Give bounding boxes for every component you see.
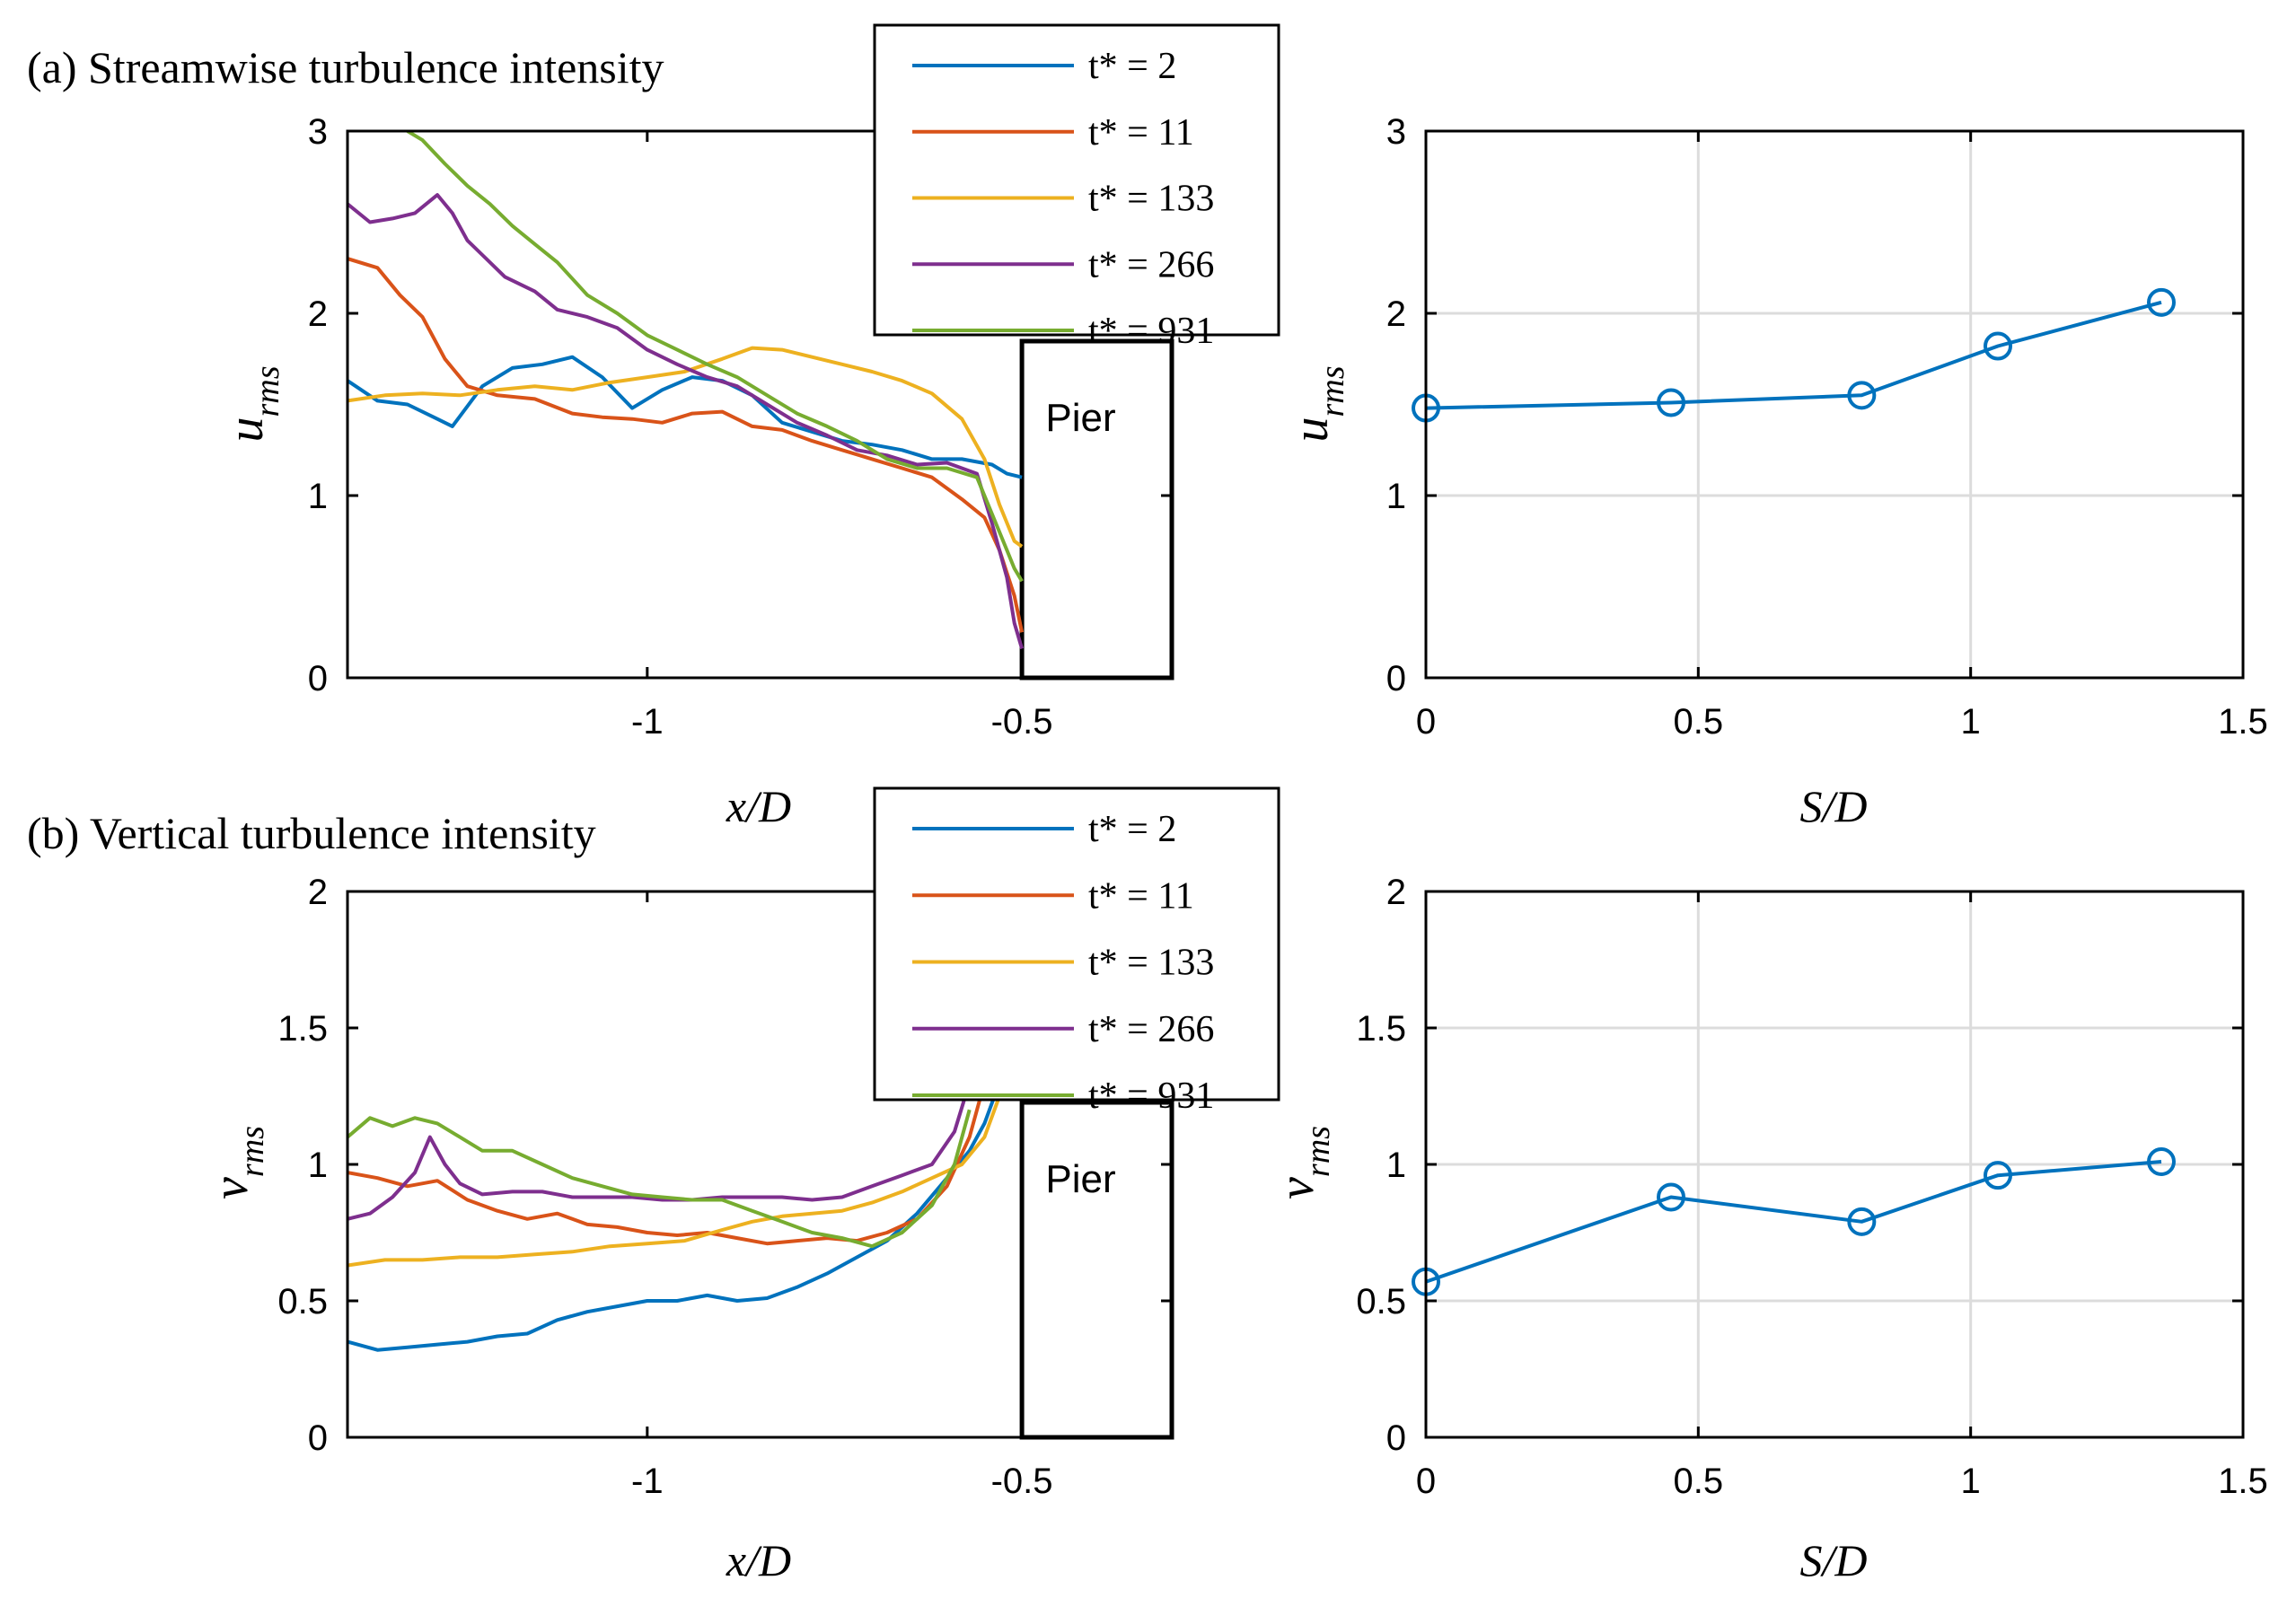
legend-label: t* = 11 [1088,112,1194,154]
y-tick-label: 3 [1386,112,1406,152]
y-axis-label: urms [218,365,286,442]
chart-a-right: 0 0.5 1 1.5 0 1 2 3 S/D urms [1283,112,2268,831]
series-line-0 [1426,1160,2162,1284]
x-tick-label: -1 [631,1462,664,1501]
series-line-0 [347,1082,1001,1352]
data-point [1984,1161,2012,1190]
y-tick-label: 0 [308,1418,328,1458]
data-point [2147,1146,2176,1176]
x-tick-label: 0 [1416,702,1436,742]
y-tick-label: 1.5 [1356,1009,1406,1049]
x-tick-label: 0.5 [1674,702,1724,742]
pier-label: Pier [1045,1157,1115,1201]
y-tick-label: 0.5 [277,1282,328,1321]
series-line-1 [347,1082,987,1246]
x-axis-label: x/D [726,781,791,831]
x-tick-label: 0.5 [1674,1462,1724,1501]
y-tick-label: 1 [1386,1146,1406,1185]
series-line-4 [406,131,1024,583]
legend: t* = 2 t* = 11 t* = 133 t* = 266 t* = 931 [873,23,1280,352]
y-tick-label: 2 [1386,294,1406,334]
y-tick-label: 1 [308,477,328,516]
y-tick-label: 0.5 [1356,1282,1406,1321]
legend-box [873,786,1280,1102]
legend: t* = 2 t* = 11 t* = 133 t* = 266 t* = 931 [873,786,1280,1117]
legend-label: t* = 133 [1088,943,1214,984]
axes-box [1424,129,2245,680]
x-axis-label: S/D [1800,1535,1868,1585]
legend-label: t* = 2 [1088,809,1176,850]
series-line-3 [347,193,1025,650]
y-axis-label: vrms [1269,1126,1337,1199]
pier-label: Pier [1045,396,1115,440]
y-tick-label: 1 [308,1146,328,1185]
y-tick-label: 0 [1386,659,1406,698]
pier-box [1019,338,1174,680]
y-tick-label: 2 [308,294,328,334]
x-tick-label: -1 [631,702,664,742]
y-axis-label: urms [1283,365,1351,442]
legend-label: t* = 931 [1088,311,1214,352]
legend-label: t* = 11 [1088,875,1194,917]
y-tick-label: 0 [308,659,328,698]
panel-title: (a) Streamwise turbulence intensity [27,42,664,92]
y-tick-label: 2 [1386,873,1406,912]
x-axis-label: S/D [1800,781,1868,831]
x-tick-label: 1.5 [2218,1462,2268,1501]
legend-label: t* = 266 [1088,1009,1214,1050]
x-tick-label: 1 [1961,1462,1981,1501]
data-point [1984,331,2012,361]
series-line-0 [347,355,1023,479]
data-point [1657,388,1685,417]
legend-label: t* = 931 [1088,1076,1214,1117]
y-tick-label: 2 [308,873,328,912]
data-point [1847,1207,1877,1236]
chart-a-left: Pier -1 -0.5 0 1 2 3 (a) Streamwise turbulence … [27,23,1280,831]
axes-box [346,129,1174,680]
y-tick-label: 1 [1386,477,1406,516]
legend-box [873,23,1280,337]
x-tick-label: -0.5 [991,702,1053,742]
series-line-0 [1426,300,2162,410]
legend-label: t* = 2 [1088,46,1176,87]
y-tick-label: 0 [1386,1418,1406,1458]
y-axis-label: vrms [203,1126,271,1199]
x-tick-label: 0 [1416,1462,1436,1501]
y-tick-label: 3 [308,112,328,152]
x-axis-label: x/D [726,1535,791,1585]
series-line-4 [347,1109,972,1249]
legend-label: t* = 133 [1088,179,1214,220]
data-point [2147,287,2176,317]
x-tick-label: 1 [1961,702,1981,742]
data-point [1657,1182,1685,1212]
x-tick-label: -0.5 [991,1462,1053,1501]
y-tick-label: 1.5 [277,1009,328,1049]
panel-title: (b) Vertical turbulence intensity [27,808,596,858]
pier-box [1019,1100,1174,1440]
data-point [1847,381,1877,410]
chart-b-right: 0 0.5 1 1.5 0 0.5 1 1.5 2 S/D vrms [1269,873,2268,1585]
x-tick-label: 1.5 [2218,702,2268,742]
chart-b-left: Pier -1 -0.5 0 0.5 1 1.5 2 (b) Vertical turbulen… [27,786,1280,1585]
series-line-1 [347,257,1025,633]
series-line-2 [347,346,1024,549]
legend-label: t* = 266 [1088,244,1214,285]
series-line-2 [347,1095,1001,1268]
series-line-3 [347,1082,972,1221]
